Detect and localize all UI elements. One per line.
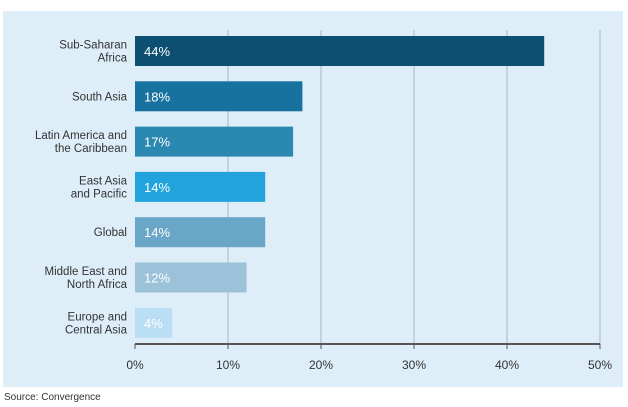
data-label: 44% [144, 44, 170, 59]
bar [135, 262, 247, 293]
data-label: 17% [144, 135, 170, 150]
category-label: Latin America and [35, 130, 127, 142]
source-note: Source: Convergence [4, 392, 101, 403]
x-tick-label: 40% [495, 358, 519, 372]
x-tick-label: 20% [309, 358, 333, 372]
data-label: 4% [144, 316, 163, 331]
category-label: Central Asia [65, 324, 128, 336]
x-tick-label: 50% [588, 358, 612, 372]
x-tick-label: 0% [126, 358, 144, 372]
x-tick-label: 10% [216, 358, 240, 372]
category-label: Africa [98, 53, 128, 65]
category-label: South Asia [72, 91, 128, 103]
bar [135, 126, 294, 157]
category-label: Global [94, 227, 127, 239]
category-label: Sub-Saharan [59, 40, 127, 52]
data-label: 18% [144, 89, 170, 104]
data-label: 12% [144, 271, 170, 286]
bar [135, 307, 173, 338]
data-label: 14% [144, 180, 170, 195]
data-label: 14% [144, 225, 170, 240]
category-label: North Africa [67, 279, 128, 291]
category-label: the Caribbean [55, 143, 127, 155]
bar [135, 36, 545, 66]
chart-panel [3, 11, 623, 387]
category-label: and Pacific [71, 188, 128, 200]
category-label: East Asia [79, 175, 128, 187]
x-tick-label: 30% [402, 358, 426, 372]
bar [135, 217, 266, 248]
category-label: Middle East and [45, 266, 127, 278]
bar [135, 81, 303, 112]
category-label: Europe and [68, 311, 127, 323]
bar [135, 171, 266, 202]
